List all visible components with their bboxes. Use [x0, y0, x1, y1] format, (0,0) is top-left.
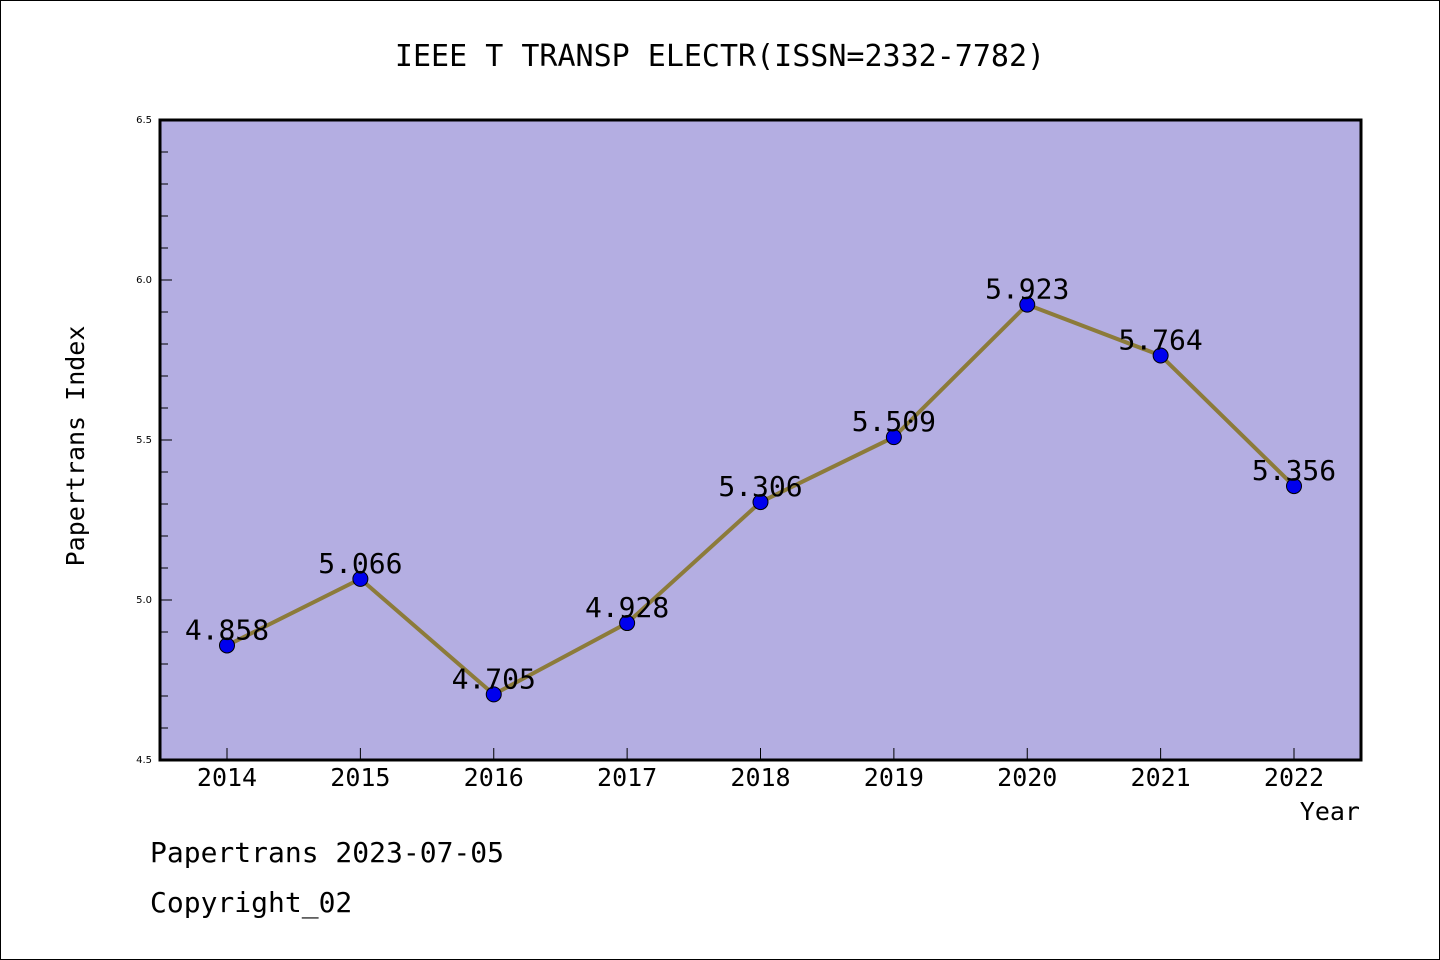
plot-border [158, 118, 1363, 762]
data-point [619, 615, 636, 632]
data-label: 4.928 [585, 591, 669, 624]
y-tick-label: 6.0 [136, 275, 152, 286]
y-tick-label: 5.5 [136, 435, 152, 446]
source-date-text: Papertrans 2023-07-05 [150, 836, 505, 869]
x-tick-label: 2021 [1131, 763, 1191, 792]
data-point [752, 494, 769, 511]
copyright-text: Copyright_02 [150, 886, 353, 919]
data-label: 5.764 [1118, 324, 1202, 357]
x-tick-label: 2017 [597, 763, 657, 792]
y-tick-label: 6.5 [136, 115, 152, 126]
x-tick-label: 2015 [330, 763, 390, 792]
data-label: 4.705 [452, 662, 536, 695]
data-label: 5.923 [985, 273, 1069, 306]
data-point [885, 429, 902, 446]
x-axis-ticks: 2014 2015 2016 2017 2018 2019 2020 2021 2022 [197, 748, 1324, 792]
series-layer: 4.858 5.066 4.705 4.928 5.306 5.509 5.923 5.764… [185, 273, 1336, 703]
data-label: 5.066 [318, 547, 402, 580]
data-point [1286, 478, 1302, 495]
data-label: 4.858 [185, 613, 269, 646]
chart-title: IEEE T TRANSP ELECTR(ISSN=2332-7782) [395, 39, 1045, 74]
data-point [352, 570, 369, 587]
data-point [485, 686, 502, 703]
y-tick-label: 4.5 [136, 755, 152, 766]
x-tick-label: 2014 [197, 763, 257, 792]
x-tick-label: 2018 [730, 763, 790, 792]
x-axis-label: Year [1300, 797, 1360, 826]
x-tick-label: 2020 [997, 763, 1057, 792]
x-tick-label: 2016 [464, 763, 524, 792]
x-tick-label: 2019 [864, 763, 924, 792]
data-label: 5.306 [718, 470, 802, 503]
data-point [219, 637, 235, 654]
data-label: 5.356 [1252, 454, 1336, 487]
y-axis-label: Papertrans Index [61, 326, 90, 567]
plot-area [160, 120, 1361, 760]
x-tick-label: 2022 [1264, 763, 1324, 792]
data-label: 5.509 [852, 405, 936, 438]
data-point [1019, 296, 1036, 313]
y-tick-label: 5.0 [136, 595, 152, 606]
data-point [1152, 347, 1169, 364]
